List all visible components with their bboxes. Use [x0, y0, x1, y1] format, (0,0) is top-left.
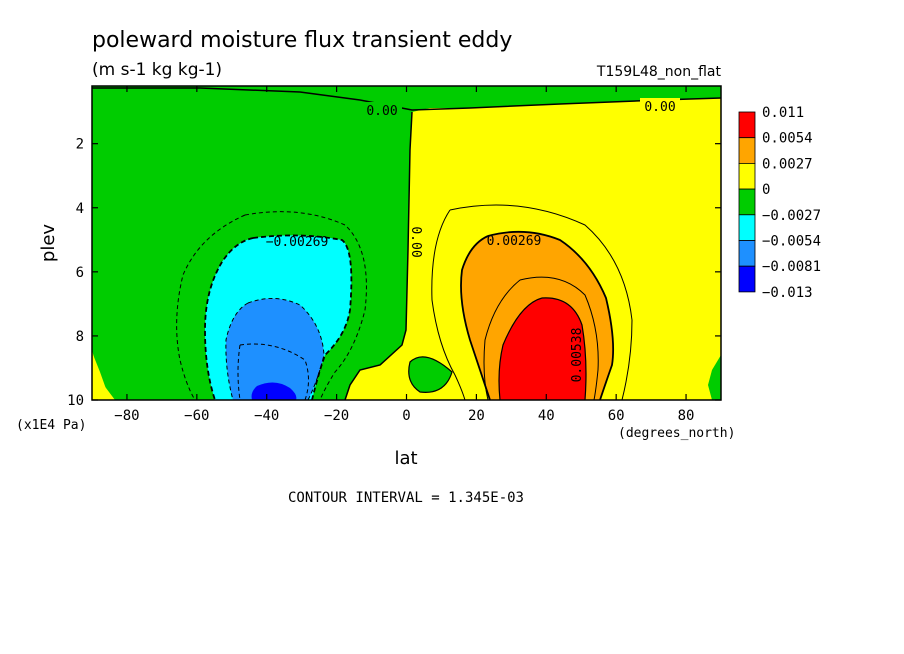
x-tick-label: 40	[538, 408, 555, 424]
region-negative-pole	[708, 355, 721, 400]
colorbar-swatch	[738, 162, 756, 190]
y-axis-units: (x1E4 Pa)	[16, 418, 86, 433]
contour-label-group: 0.00 0.00 0.00 −0.00269 0.00269 0.00538	[266, 98, 680, 382]
region-negative-minimum	[251, 382, 297, 400]
colorbar-label: −0.0027	[762, 208, 821, 224]
colorbar-label: −0.013	[762, 285, 813, 301]
x-tick-label: −20	[324, 408, 349, 424]
colorbar-label: −0.0054	[762, 234, 821, 250]
region-positive-pole	[92, 352, 110, 400]
y-axis-label: plev	[38, 224, 59, 263]
contour-lines	[92, 87, 721, 400]
region-negative-strong	[225, 298, 324, 400]
y-tick-label: 10	[67, 393, 84, 409]
chart-title: poleward moisture flux transient eddy	[92, 28, 512, 53]
colorbar-label: 0.0054	[762, 131, 813, 147]
colorbar-swatch	[738, 240, 756, 267]
y-axis: 2 4 6 8 10	[67, 137, 721, 409]
contour-label: 0.00269	[487, 234, 542, 249]
colorbar-label: 0.011	[762, 105, 804, 121]
contour-label: 0.00	[366, 104, 397, 119]
x-tick-label: 80	[678, 408, 695, 424]
x-tick-label: 60	[608, 408, 625, 424]
contour-label: 0.00	[408, 226, 423, 257]
chart-subtitle: (m s-1 kg kg-1)	[92, 60, 222, 80]
colorbar-label: 0.0027	[762, 156, 813, 172]
x-axis: −80 −60 −40 −20 0 20 40 60 80	[114, 86, 694, 424]
colorbar-swatch	[738, 188, 756, 216]
contour-label: −0.00269	[266, 235, 329, 250]
x-tick-label: 20	[468, 408, 485, 424]
y-tick-label: 2	[76, 137, 84, 153]
colorbar-label: 0	[762, 182, 770, 198]
x-tick-label: −60	[184, 408, 209, 424]
colorbar-swatch	[738, 265, 756, 293]
contour-interval-note: CONTOUR INTERVAL = 1.345E-03	[288, 490, 524, 506]
x-axis-units: (degrees_north)	[618, 426, 735, 441]
contour-label: 0.00538	[570, 328, 585, 383]
region-negative-lens	[408, 356, 452, 393]
x-tick-label: −80	[114, 408, 139, 424]
x-axis-label: lat	[394, 448, 417, 469]
run-label: T159L48_non_flat	[596, 64, 722, 80]
contour-label: 0.00	[644, 100, 675, 115]
y-tick-label: 6	[76, 265, 84, 281]
x-tick-label: 0	[402, 408, 410, 424]
region-positive-maximum	[499, 297, 586, 400]
colorbar-label: −0.0081	[762, 259, 821, 275]
x-tick-label: −40	[254, 408, 279, 424]
colorbar-swatch	[738, 137, 756, 164]
y-tick-label: 4	[76, 201, 84, 217]
contour-field	[92, 86, 721, 400]
colorbar: 0.011 0.0054 0.0027 0 −0.0027 −0.0054 −0.0081 −…	[738, 105, 821, 301]
y-tick-label: 8	[76, 329, 84, 345]
colorbar-swatch	[738, 111, 756, 139]
colorbar-swatch	[738, 214, 756, 241]
